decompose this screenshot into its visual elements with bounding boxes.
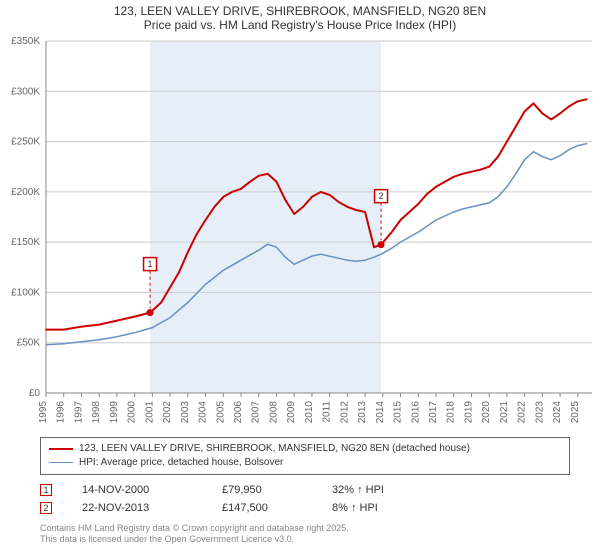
y-tick-label: £300K [11, 86, 40, 97]
sale-marker-dot [378, 241, 385, 248]
x-tick-label: 2020 [481, 400, 492, 423]
x-tick-label: 1997 [73, 400, 84, 423]
sale-marker-number: 2 [379, 191, 384, 201]
x-tick-label: 2000 [127, 400, 138, 423]
y-tick-label: £150K [11, 237, 40, 248]
x-tick-label: 1999 [109, 400, 120, 423]
x-tick-label: 2021 [499, 400, 510, 423]
x-tick-label: 2011 [322, 400, 333, 422]
x-tick-label: 1996 [56, 400, 67, 423]
x-tick-label: 2002 [162, 400, 173, 423]
x-tick-label: 2024 [552, 400, 563, 423]
x-tick-label: 2008 [268, 400, 279, 423]
x-tick-label: 2022 [517, 400, 528, 423]
legend-swatch [49, 462, 73, 463]
x-tick-label: 2005 [215, 400, 226, 423]
title-line-1: 123, LEEN VALLEY DRIVE, SHIREBROOK, MANS… [0, 4, 600, 18]
x-tick-label: 2001 [144, 400, 155, 423]
x-tick-label: 2014 [375, 400, 386, 423]
y-tick-label: £200K [11, 187, 40, 198]
title-line-2: Price paid vs. HM Land Registry's House … [0, 18, 600, 32]
y-tick-label: £350K [11, 36, 40, 47]
sale-marker-number: 1 [148, 259, 153, 269]
x-tick-label: 2015 [393, 400, 404, 423]
sale-price: £79,950 [222, 484, 302, 496]
x-tick-label: 2017 [428, 400, 439, 423]
footer-line-2: This data is licensed under the Open Gov… [40, 534, 570, 545]
legend-item-price-paid: 123, LEEN VALLEY DRIVE, SHIREBROOK, MANS… [49, 442, 561, 456]
y-tick-label: £250K [11, 136, 40, 147]
x-tick-label: 2004 [198, 400, 209, 423]
legend-label: HPI: Average price, detached house, Bols… [79, 457, 283, 468]
sale-row: 1 14-NOV-2000 £79,950 32% ↑ HPI [40, 481, 570, 499]
x-tick-label: 2019 [463, 400, 474, 423]
x-tick-label: 1998 [91, 400, 102, 423]
x-tick-label: 2012 [339, 400, 350, 423]
x-tick-label: 2013 [357, 400, 368, 423]
footer: Contains HM Land Registry data © Crown c… [40, 523, 570, 545]
y-tick-label: £0 [29, 388, 41, 399]
legend-item-hpi: HPI: Average price, detached house, Bols… [49, 456, 561, 470]
sale-row: 2 22-NOV-2013 £147,500 8% ↑ HPI [40, 499, 570, 517]
sale-marker-icon: 1 [40, 484, 52, 496]
legend-swatch [49, 448, 73, 450]
x-tick-label: 2006 [233, 400, 244, 423]
x-tick-label: 2003 [180, 400, 191, 423]
x-tick-label: 1995 [38, 400, 49, 423]
x-tick-label: 2009 [286, 400, 297, 423]
legend-box: 123, LEEN VALLEY DRIVE, SHIREBROOK, MANS… [40, 437, 570, 475]
x-tick-label: 2025 [570, 400, 581, 423]
x-tick-label: 2016 [410, 400, 421, 423]
sale-marker-dot [147, 309, 154, 316]
x-tick-label: 2023 [534, 400, 545, 423]
x-tick-label: 2010 [304, 400, 315, 423]
footer-line-1: Contains HM Land Registry data © Crown c… [40, 523, 570, 534]
chart-area: £0 £50K £100K £150K £200K £250K £300K £350K 1995… [0, 33, 600, 433]
sale-date: 14-NOV-2000 [82, 484, 192, 496]
sale-marker-icon: 2 [40, 502, 52, 514]
legend-label: 123, LEEN VALLEY DRIVE, SHIREBROOK, MANS… [79, 443, 470, 454]
sale-hpi: 32% ↑ HPI [332, 484, 412, 496]
shaded-band [150, 41, 381, 393]
x-tick-label: 2007 [251, 400, 262, 423]
sales-table: 1 14-NOV-2000 £79,950 32% ↑ HPI 2 22-NOV… [40, 481, 570, 517]
line-chart: £0 £50K £100K £150K £200K £250K £300K £350K 1995… [0, 33, 600, 433]
sale-price: £147,500 [222, 502, 302, 514]
sale-hpi: 8% ↑ HPI [332, 502, 412, 514]
y-tick-label: £100K [11, 287, 40, 298]
y-tick-label: £50K [17, 337, 41, 348]
chart-title: 123, LEEN VALLEY DRIVE, SHIREBROOK, MANS… [0, 0, 600, 33]
x-tick-label: 2018 [446, 400, 457, 423]
sale-date: 22-NOV-2013 [82, 502, 192, 514]
